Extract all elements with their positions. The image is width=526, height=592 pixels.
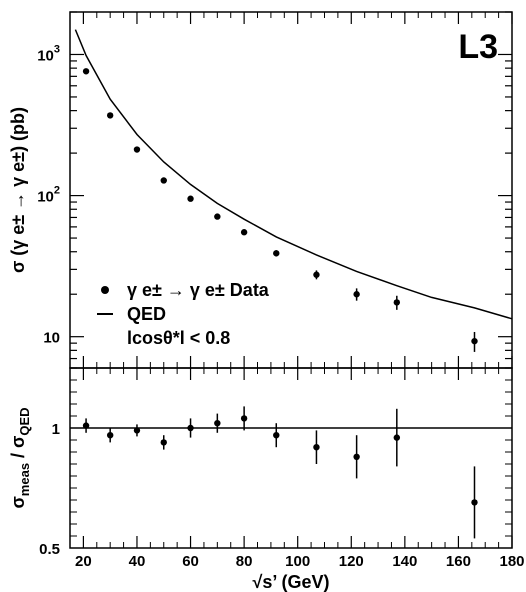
data-marker (160, 177, 167, 184)
ratio-ticks: 20 40 60 80 100 120 140 160 180 0.5 1 (39, 367, 525, 570)
ratio-point (133, 424, 141, 437)
ratio-point (393, 408, 401, 467)
ratio-point (214, 413, 221, 433)
x-tick-label: 100 (285, 553, 310, 570)
data-marker (133, 146, 141, 153)
data-marker (187, 195, 194, 202)
cross-section-panel: 10 102 103 L3 σ (γ e± → γ e±) (pb) γ e± → … (8, 11, 513, 369)
data-marker (82, 68, 90, 75)
data-point (160, 177, 167, 184)
ratio-marker (160, 439, 167, 446)
y-tick-exponent: 3 (54, 43, 60, 55)
y-tick-label: 10 (43, 330, 60, 347)
subscript: QED (17, 407, 32, 435)
x-tick-label: 40 (129, 553, 146, 570)
subscript: meas (17, 463, 32, 496)
data-marker (313, 271, 320, 278)
ratio-marker (313, 444, 320, 451)
ratio-marker (273, 432, 280, 439)
legend-label: γ e± → γ e± Data (127, 280, 270, 300)
legend-entry: γ e± → γ e± Data (101, 280, 270, 300)
data-point (133, 146, 141, 153)
ratio-points (82, 406, 478, 539)
ratio-marker (82, 422, 90, 429)
ratio-point (353, 435, 360, 479)
data-marker (353, 291, 360, 298)
data-point (240, 229, 248, 236)
data-points (82, 68, 478, 352)
ratio-marker (133, 427, 141, 434)
ratio-marker (353, 453, 360, 460)
cross-section-ticks: 10 102 103 (37, 11, 513, 369)
x-tick-label: 140 (392, 553, 417, 570)
x-tick-label: 180 (499, 553, 524, 570)
ratio-marker (106, 432, 114, 439)
data-point (273, 250, 280, 257)
ratio-y-axis-label: σmeas / σQED (8, 407, 32, 508)
ratio-point (273, 423, 280, 448)
x-tick-label: 80 (236, 553, 253, 570)
y-tick-exponent: 2 (54, 185, 60, 197)
data-marker (273, 250, 280, 257)
ratio-point (106, 428, 114, 443)
legend-entry: lcosθ*l < 0.8 (127, 328, 230, 348)
ratio-point (187, 418, 194, 438)
y-tick-label: 0.5 (39, 541, 60, 558)
ratio-point (82, 418, 90, 433)
x-axis-label: √s’ (GeV) (253, 572, 330, 592)
ratio-marker (393, 434, 401, 441)
legend-label: QED (127, 304, 166, 324)
x-tick-label: 160 (446, 553, 471, 570)
ratio-point (313, 430, 320, 464)
x-tick-label: 20 (75, 553, 92, 570)
data-marker (106, 112, 114, 119)
experiment-label: L3 (458, 28, 498, 66)
data-point (393, 295, 401, 310)
data-point (353, 288, 360, 301)
data-point (313, 270, 320, 280)
y-tick-label: 102 (37, 185, 60, 206)
data-marker (471, 337, 478, 345)
y-tick-label: 103 (37, 43, 60, 64)
legend: γ e± → γ e± Data QED lcosθ*l < 0.8 (97, 280, 270, 348)
data-point (187, 195, 194, 202)
y-tick-label: 1 (52, 421, 60, 438)
data-point (214, 213, 221, 220)
data-marker (240, 229, 248, 236)
cross-section-y-axis-label: σ (γ e± → γ e±) (pb) (8, 107, 28, 273)
data-point (82, 68, 90, 75)
ratio-marker (187, 424, 194, 432)
ratio-point (160, 435, 167, 450)
qed-curve (74, 29, 513, 320)
legend-label: lcosθ*l < 0.8 (127, 328, 230, 348)
x-tick-label: 60 (182, 553, 199, 570)
x-tick-label: 120 (339, 553, 364, 570)
ratio-point (471, 466, 478, 539)
ratio-point (240, 406, 248, 431)
slash: / σ (8, 436, 28, 463)
data-marker (214, 213, 221, 220)
legend-entry: QED (97, 304, 166, 324)
ratio-plot-frame (69, 367, 513, 549)
ratio-marker (471, 499, 478, 506)
ratio-marker (240, 415, 248, 422)
data-point (471, 331, 478, 352)
ratio-panel: 20 40 60 80 100 120 140 160 180 0.5 1 σmeas / σQED… (8, 367, 525, 592)
data-point (106, 112, 114, 119)
sigma: σ (8, 496, 28, 508)
ratio-marker (214, 420, 221, 427)
legend-dot (101, 286, 109, 294)
data-marker (393, 299, 401, 306)
